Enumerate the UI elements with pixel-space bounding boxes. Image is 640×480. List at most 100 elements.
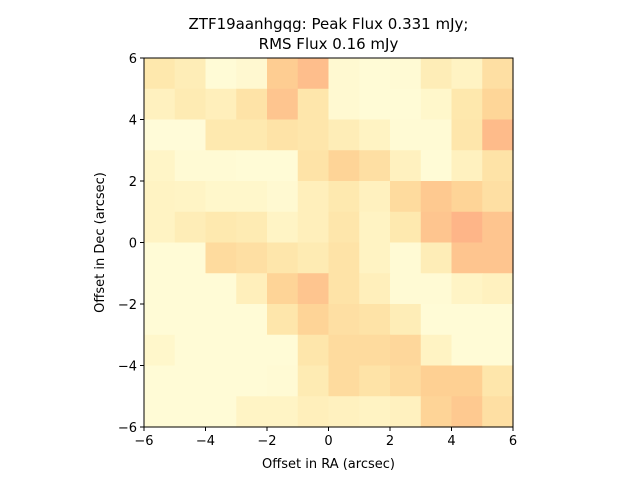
heatmap-cell xyxy=(205,365,237,397)
heatmap-cell xyxy=(174,273,207,305)
heatmap-cell xyxy=(420,365,453,397)
heatmap-cell xyxy=(144,58,176,90)
y-tick-label: −6 xyxy=(118,421,137,436)
heatmap-cell xyxy=(359,334,391,367)
heatmap-cell xyxy=(328,365,360,397)
heatmap-cell xyxy=(297,242,330,274)
heatmap-cell xyxy=(174,58,207,90)
y-tick-label: 4 xyxy=(129,114,137,129)
heatmap-cell xyxy=(420,119,453,151)
heatmap-cell xyxy=(451,273,483,305)
heatmap-cell xyxy=(174,181,207,213)
heatmap-cell xyxy=(174,396,207,428)
heatmap-cell xyxy=(236,334,268,367)
heatmap-cell xyxy=(420,396,453,428)
heatmap-cell xyxy=(359,304,391,336)
heatmap-cells xyxy=(144,58,514,428)
heatmap-cell xyxy=(482,211,514,244)
heatmap-cell xyxy=(144,396,176,428)
heatmap-cell xyxy=(359,181,391,213)
heatmap-cell xyxy=(482,181,514,213)
heatmap-cell xyxy=(267,273,299,305)
heatmap-cell xyxy=(267,181,299,213)
heatmap-cell xyxy=(205,58,237,90)
heatmap-cell xyxy=(482,58,514,90)
x-tick-label: 6 xyxy=(509,434,517,449)
heatmap-cell xyxy=(359,242,391,274)
heatmap-cell xyxy=(144,334,176,367)
heatmap-cell xyxy=(359,150,391,182)
heatmap-cell xyxy=(420,334,453,367)
heatmap-cell xyxy=(144,365,176,397)
heatmap-cell xyxy=(297,211,330,244)
heatmap-cell xyxy=(359,273,391,305)
heatmap-cell xyxy=(328,119,360,151)
heatmap-cell xyxy=(236,181,268,213)
heatmap-cell xyxy=(328,242,360,274)
heatmap-cell xyxy=(451,119,483,151)
heatmap-cell xyxy=(328,396,360,428)
heatmap-cell xyxy=(297,150,330,182)
heatmap-cell xyxy=(359,88,391,121)
heatmap-cell xyxy=(328,211,360,244)
heatmap-cell xyxy=(390,334,422,367)
heatmap-cell xyxy=(328,334,360,367)
heatmap-cell xyxy=(144,88,176,121)
heatmap-cell xyxy=(390,150,422,182)
heatmap-cell xyxy=(359,211,391,244)
heatmap-cell xyxy=(328,58,360,90)
heatmap-cell xyxy=(236,211,268,244)
heatmap-cell xyxy=(451,181,483,213)
heatmap-cell xyxy=(297,119,330,151)
heatmap-cell xyxy=(420,58,453,90)
heatmap-cell xyxy=(267,58,299,90)
heatmap-cell xyxy=(420,88,453,121)
heatmap-cell xyxy=(267,396,299,428)
heatmap-cell xyxy=(359,365,391,397)
heatmap-cell xyxy=(390,396,422,428)
heatmap-cell xyxy=(390,242,422,274)
heatmap-cell xyxy=(174,365,207,397)
heatmap-cell xyxy=(297,181,330,213)
heatmap-cell xyxy=(174,242,207,274)
heatmap-cell xyxy=(328,273,360,305)
chart-title-line-1: ZTF19aanhgqg: Peak Flux 0.331 mJy; xyxy=(189,15,469,33)
heatmap-cell xyxy=(482,396,514,428)
y-tick-label: −4 xyxy=(118,360,137,375)
heatmap-cell xyxy=(144,242,176,274)
heatmap-cell xyxy=(420,211,453,244)
y-axis-label: Offset in Dec (arcsec) xyxy=(93,172,108,313)
heatmap-cell xyxy=(144,181,176,213)
heatmap-cell xyxy=(297,396,330,428)
heatmap-cell xyxy=(144,119,176,151)
heatmap-cell xyxy=(297,334,330,367)
heatmap-cell xyxy=(390,88,422,121)
heatmap-cell xyxy=(420,150,453,182)
heatmap-cell xyxy=(359,396,391,428)
heatmap-cell xyxy=(267,334,299,367)
heatmap-cell xyxy=(236,242,268,274)
heatmap-cell xyxy=(390,304,422,336)
heatmap-cell xyxy=(174,211,207,244)
heatmap-cell xyxy=(482,88,514,121)
y-tick-label: 2 xyxy=(129,175,137,190)
x-tick-label: −4 xyxy=(196,434,215,449)
heatmap-cell xyxy=(482,150,514,182)
heatmap-cell xyxy=(328,181,360,213)
heatmap-cell xyxy=(174,304,207,336)
heatmap-cell xyxy=(451,396,483,428)
heatmap-cell xyxy=(451,58,483,90)
heatmap-cell xyxy=(205,150,237,182)
heatmap-cell xyxy=(144,211,176,244)
heatmap-cell xyxy=(205,211,237,244)
heatmap-cell xyxy=(297,58,330,90)
heatmap-cell xyxy=(174,119,207,151)
heatmap-cell xyxy=(328,150,360,182)
heatmap-cell xyxy=(205,334,237,367)
heatmap-cell xyxy=(328,88,360,121)
heatmap-cell xyxy=(236,88,268,121)
heatmap-cell xyxy=(267,242,299,274)
heatmap-cell xyxy=(451,211,483,244)
heatmap-cell xyxy=(205,88,237,121)
